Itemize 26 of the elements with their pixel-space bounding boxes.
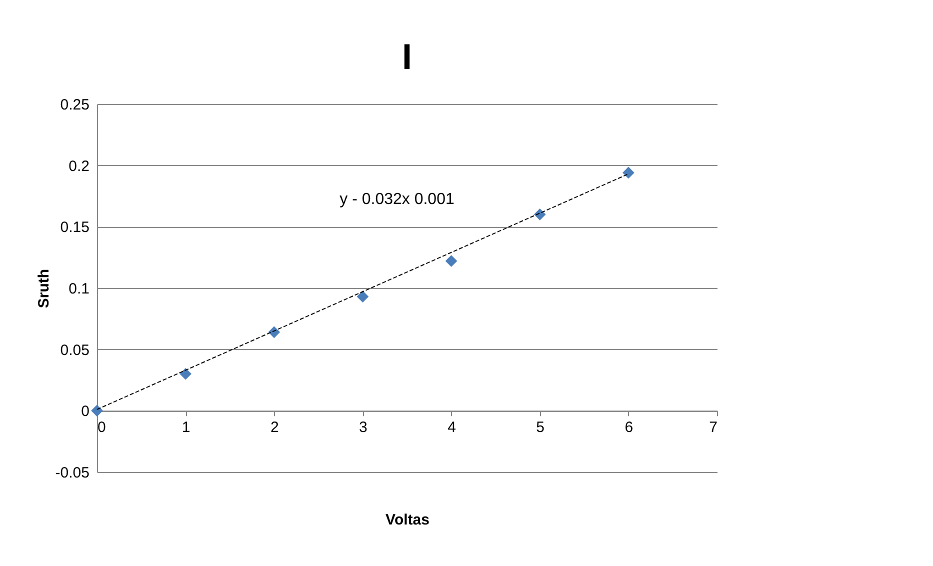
x-tick-label: 0	[98, 419, 106, 436]
x-tick-label: 5	[536, 419, 545, 436]
x-tick-label: 3	[359, 419, 368, 436]
x-tick-label: 6	[624, 419, 634, 436]
x-tick-label: 7	[709, 419, 718, 436]
y-tick-label: 0.05	[60, 342, 90, 359]
x-tick-label: 4	[448, 419, 456, 436]
x-axis-title: Voltas	[386, 512, 430, 528]
point	[356, 290, 369, 303]
y-tick-label: 0.15	[60, 219, 90, 236]
annotation: y - 0.032x 0.001	[340, 191, 454, 208]
y-tick-label: 0	[81, 403, 90, 420]
y-tick-label: 0.25	[60, 96, 90, 114]
x-tick-label: 1	[182, 419, 190, 436]
y-axis-title: Sruth	[35, 268, 52, 308]
x-tick-label: 2	[270, 419, 279, 436]
point	[268, 326, 280, 338]
point	[180, 368, 192, 380]
y-tick-label: -0.05	[55, 464, 90, 482]
y-tick-label: 0.2	[68, 158, 90, 175]
point	[534, 208, 546, 220]
y-tick-label: 0.1	[68, 280, 90, 298]
chart-title: I	[402, 36, 412, 77]
point	[445, 255, 458, 267]
point	[91, 404, 103, 417]
point	[622, 166, 634, 179]
